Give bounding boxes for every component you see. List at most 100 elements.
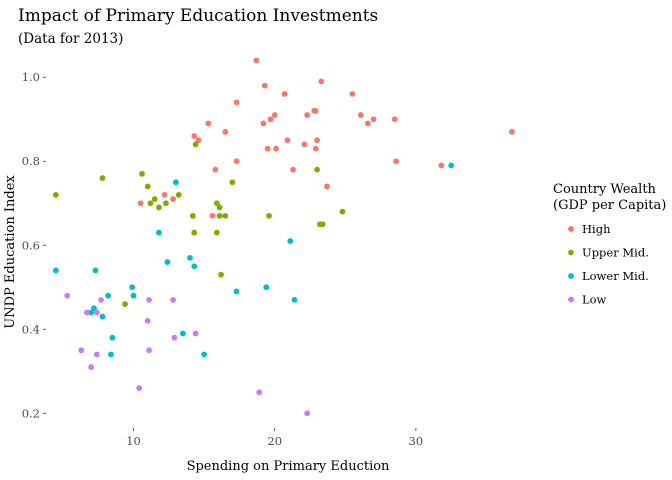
point-upper-mid-12 (216, 204, 223, 211)
point-low-0 (64, 292, 71, 299)
point-high-30 (393, 158, 400, 165)
point-low-3 (98, 296, 104, 303)
point-lower-mid-10 (263, 284, 270, 291)
point-high-18 (195, 137, 202, 144)
point-lower-mid-3 (156, 229, 162, 236)
x-tick-label-30: 30 (409, 434, 424, 448)
point-low-4 (146, 296, 152, 303)
point-high-24 (314, 137, 320, 144)
point-high-0 (253, 57, 260, 64)
point-high-36 (209, 212, 216, 219)
point-lower-mid-7 (287, 238, 294, 244)
legend-key-high (568, 226, 574, 232)
point-high-2 (281, 91, 288, 97)
point-high-8 (312, 107, 319, 114)
point-upper-mid-16 (266, 212, 272, 219)
y-tick-label-0: 0.2 (22, 406, 40, 420)
point-upper-mid-21 (319, 221, 326, 228)
point-upper-mid-14 (216, 212, 223, 219)
legend-label-upper-mid: Upper Mid. (582, 246, 649, 260)
point-low-5 (144, 317, 151, 324)
point-high-3 (318, 78, 325, 85)
point-high-12 (391, 116, 398, 123)
point-high-15 (260, 120, 267, 127)
point-low-7 (78, 347, 85, 354)
point-high-19 (222, 128, 229, 135)
x-axis: 10 20 30 (126, 428, 423, 448)
legend-items: High Upper Mid. Lower Mid. Low (568, 222, 649, 307)
point-upper-mid-1 (99, 175, 106, 181)
point-upper-mid-24 (122, 301, 128, 307)
legend-key-upper-mid (568, 249, 574, 256)
point-upper-mid-8 (163, 200, 169, 207)
point-lower-mid-8 (448, 162, 455, 169)
point-low-12 (88, 364, 95, 370)
point-lower-mid-21 (201, 351, 208, 358)
point-lower-mid-16 (88, 309, 95, 316)
legend-key-lower-mid (568, 273, 574, 279)
legend-label-lower-mid: Lower Mid. (582, 269, 649, 283)
point-lower-mid-17 (99, 313, 106, 320)
point-lower-mid-5 (187, 254, 193, 261)
point-upper-mid-5 (147, 200, 154, 207)
point-high-17 (191, 133, 198, 139)
point-high-1 (261, 82, 268, 89)
point-high-23 (301, 141, 308, 148)
x-tick-label-20: 20 (267, 434, 282, 448)
point-lower-mid-11 (291, 296, 298, 303)
point-lower-mid-18 (109, 334, 116, 341)
point-lower-mid-20 (180, 330, 186, 337)
point-high-22 (284, 137, 291, 144)
legend-title-line1: Country Wealth (553, 182, 657, 197)
point-high-11 (364, 120, 371, 127)
x-tick-label-10: 10 (126, 434, 141, 448)
point-low-6 (170, 296, 176, 303)
points-layer (52, 57, 515, 417)
point-upper-mid-10 (229, 179, 236, 186)
y-tick-label-1: 0.4 (22, 322, 40, 336)
point-upper-mid-3 (144, 183, 151, 190)
y-tick-label-3: 0.8 (22, 154, 40, 168)
legend-key-low (568, 296, 574, 303)
point-lower-mid-12 (129, 284, 136, 291)
point-high-20 (264, 145, 271, 152)
point-lower-mid-2 (172, 179, 179, 186)
point-low-13 (136, 385, 143, 391)
point-high-32 (508, 128, 515, 135)
point-high-16 (205, 120, 212, 127)
chart-subtitle: (Data for 2013) (18, 31, 124, 47)
point-high-5 (233, 99, 240, 106)
point-lower-mid-14 (105, 292, 112, 299)
point-high-10 (370, 116, 377, 123)
point-high-4 (349, 91, 356, 97)
legend-label-low: Low (582, 293, 607, 307)
point-low-2 (93, 309, 100, 316)
point-low-9 (146, 347, 152, 354)
point-low-10 (171, 334, 178, 341)
point-high-14 (267, 116, 274, 123)
point-upper-mid-11 (213, 200, 220, 207)
x-axis-title: Spending on Primary Eduction (187, 459, 390, 474)
chart-title: Impact of Primary Education Investments (18, 6, 379, 26)
point-upper-mid-0 (52, 191, 59, 198)
point-upper-mid-23 (218, 271, 224, 278)
point-upper-mid-13 (189, 212, 196, 219)
point-upper-mid-7 (156, 204, 162, 211)
point-low-15 (304, 410, 311, 417)
point-high-9 (357, 112, 364, 118)
point-low-14 (256, 389, 263, 396)
legend-label-high: High (582, 222, 611, 236)
point-upper-mid-19 (314, 166, 320, 173)
point-high-35 (170, 196, 176, 202)
point-upper-mid-18 (213, 229, 220, 236)
point-upper-mid-22 (339, 208, 346, 215)
point-high-31 (438, 162, 445, 169)
point-high-27 (212, 166, 219, 173)
point-lower-mid-19 (108, 351, 114, 358)
point-high-26 (233, 158, 240, 165)
point-upper-mid-6 (151, 196, 158, 202)
point-high-28 (290, 166, 296, 173)
point-high-34 (161, 191, 168, 198)
point-high-29 (324, 183, 330, 190)
